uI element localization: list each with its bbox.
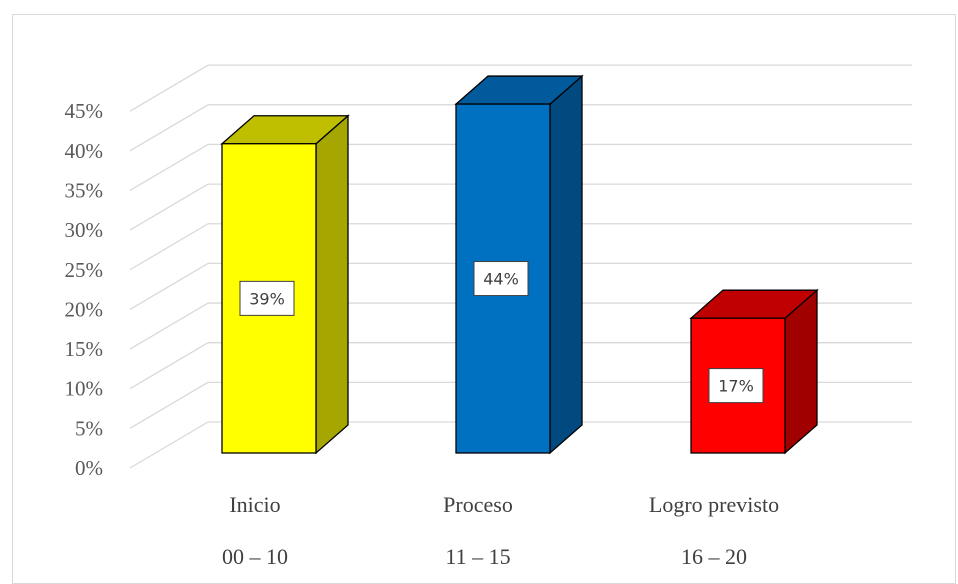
y-tick-label: 15%: [65, 337, 104, 361]
gridline-side: [129, 262, 209, 310]
y-tick-label: 25%: [65, 258, 104, 282]
category-labels: Inicio 00 – 10 Proceso 11 – 15 Logro previst…: [222, 492, 779, 569]
y-tick-label: 5%: [75, 416, 103, 440]
y-tick-label: 0%: [75, 456, 103, 480]
category-range-label: 00 – 10: [222, 544, 288, 569]
gridline-side: [129, 342, 209, 390]
data-label: 39%: [249, 289, 285, 308]
category-label: Inicio: [229, 492, 280, 517]
gridline-side: [129, 143, 209, 192]
gridline-side: [129, 183, 209, 231]
category-label: Proceso: [443, 492, 513, 517]
bar-side: [315, 114, 349, 455]
y-tick-label: 30%: [65, 218, 104, 242]
y-tick-label: 35%: [65, 178, 104, 202]
gridline-side: [129, 302, 209, 350]
category-range-label: 16 – 20: [681, 544, 747, 569]
data-label-box: [708, 368, 764, 404]
gridline-side: [129, 64, 209, 112]
y-tick-label: 40%: [65, 139, 104, 163]
data-label: 44%: [483, 270, 519, 289]
y-tick-label: 20%: [65, 297, 104, 321]
data-label-box: [473, 261, 529, 297]
gridline-side: [129, 421, 209, 469]
gridline-side: [129, 381, 209, 429]
gridline-side: [129, 104, 209, 152]
bar-side: [549, 74, 583, 455]
y-tick-label: 45%: [65, 99, 104, 123]
category-range-label: 11 – 15: [445, 544, 510, 569]
data-labels: 39% 44% 17%: [239, 261, 764, 404]
data-label: 17%: [718, 377, 754, 396]
y-tick-label: 10%: [65, 377, 104, 401]
category-label: Logro previsto: [649, 492, 779, 517]
y-axis-tick-labels: 0% 5% 10% 15% 20% 25% 30% 35% 40% 45%: [65, 99, 104, 480]
gridline-side: [129, 223, 209, 271]
data-label-box: [239, 280, 295, 316]
